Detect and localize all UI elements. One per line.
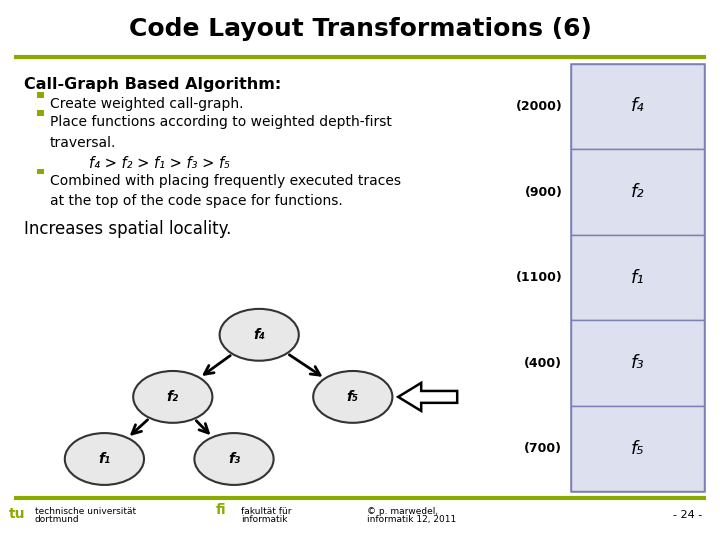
Ellipse shape bbox=[220, 309, 299, 361]
FancyArrow shape bbox=[398, 383, 457, 411]
Text: Combined with placing frequently executed traces: Combined with placing frequently execute… bbox=[50, 174, 400, 188]
Text: traversal.: traversal. bbox=[50, 136, 116, 150]
Text: f₁: f₁ bbox=[99, 452, 110, 466]
Text: f₄: f₄ bbox=[631, 98, 644, 116]
Text: informatik 12, 2011: informatik 12, 2011 bbox=[367, 515, 456, 524]
Text: f₄: f₄ bbox=[253, 328, 265, 342]
Bar bbox=[37, 92, 44, 98]
Text: f₅: f₅ bbox=[347, 390, 359, 404]
Text: fi: fi bbox=[216, 503, 227, 517]
Bar bbox=[571, 149, 704, 235]
Bar bbox=[37, 110, 44, 116]
Text: at the top of the code space for functions.: at the top of the code space for functio… bbox=[50, 194, 343, 208]
Ellipse shape bbox=[65, 433, 144, 485]
Text: tu: tu bbox=[9, 507, 26, 521]
Text: f₂: f₂ bbox=[631, 183, 644, 201]
Text: f₄ > f₂ > f₁ > f₃ > f₅: f₄ > f₂ > f₁ > f₃ > f₅ bbox=[89, 156, 230, 171]
Text: Increases spatial locality.: Increases spatial locality. bbox=[24, 220, 231, 238]
Ellipse shape bbox=[313, 371, 392, 423]
Text: Create weighted call-graph.: Create weighted call-graph. bbox=[50, 97, 243, 111]
Bar bbox=[571, 64, 704, 149]
Text: (700): (700) bbox=[524, 442, 562, 455]
Text: technische universität: technische universität bbox=[35, 507, 135, 516]
Text: - 24 -: - 24 - bbox=[672, 510, 702, 520]
Text: (900): (900) bbox=[524, 186, 562, 199]
Text: (400): (400) bbox=[524, 356, 562, 369]
Text: informatik: informatik bbox=[241, 515, 288, 524]
Text: Code Layout Transformations (6): Code Layout Transformations (6) bbox=[129, 17, 591, 41]
Ellipse shape bbox=[194, 433, 274, 485]
Text: fakultät für: fakultät für bbox=[241, 507, 292, 516]
Text: f₁: f₁ bbox=[631, 268, 644, 287]
Text: dortmund: dortmund bbox=[35, 515, 79, 524]
Text: Call-Graph Based Algorithm:: Call-Graph Based Algorithm: bbox=[24, 77, 281, 92]
Bar bbox=[37, 169, 44, 174]
Text: © p. marwedel,: © p. marwedel, bbox=[367, 507, 438, 516]
Text: f₃: f₃ bbox=[228, 452, 240, 466]
Text: (1100): (1100) bbox=[516, 271, 562, 284]
Text: f₃: f₃ bbox=[631, 354, 644, 372]
Bar bbox=[571, 235, 704, 320]
Bar bbox=[571, 406, 704, 491]
Text: Place functions according to weighted depth-first: Place functions according to weighted de… bbox=[50, 115, 392, 129]
Bar bbox=[571, 320, 704, 406]
Bar bbox=[571, 64, 704, 491]
Text: f₂: f₂ bbox=[167, 390, 179, 404]
Text: f₅: f₅ bbox=[631, 440, 644, 457]
Ellipse shape bbox=[133, 371, 212, 423]
Text: (2000): (2000) bbox=[516, 100, 562, 113]
